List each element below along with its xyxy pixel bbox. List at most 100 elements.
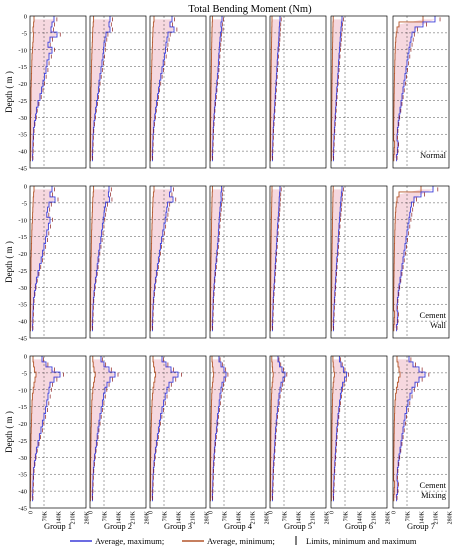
minimum-curve xyxy=(29,16,35,162)
panel-cement-mixing-group-2: 0 70K 140K 210K 280K xyxy=(89,355,151,524)
y-tick-label: -15 xyxy=(18,234,27,241)
panel-normal-group-7: Normal xyxy=(392,15,450,169)
y-tick-label: -5 xyxy=(22,200,27,207)
envelope-fill xyxy=(331,359,347,498)
minimum-curve xyxy=(149,356,157,502)
group-label-1: Group 1 xyxy=(44,521,72,531)
panel-frame xyxy=(330,15,388,169)
maximum-curve xyxy=(332,356,348,502)
panel-frame xyxy=(269,185,327,339)
x-tick-label: 280K xyxy=(205,510,211,524)
maximum-curve xyxy=(91,186,111,332)
panel-normal-group-1: 0 -5 -10 -15 -20 -25 -30 -35 -40 -45 xyxy=(18,14,87,173)
x-tick-label: 210K xyxy=(372,510,378,524)
x-tick-label: 210K xyxy=(434,510,440,524)
legend-minimum-label: Average, minimum; xyxy=(207,536,275,546)
y-tick-label: -40 xyxy=(18,319,27,326)
x-tick-label: 70K xyxy=(406,510,412,521)
y-tick-label: -35 xyxy=(18,132,27,139)
x-tick-label: 210K xyxy=(311,510,317,524)
condition-label: Mixing xyxy=(421,490,447,500)
x-tick-label: 280K xyxy=(85,510,91,524)
y-tick-label: -30 xyxy=(18,455,27,462)
y-axis-label-cement-mixing: Depth ( m ) xyxy=(4,411,14,453)
panel-frame xyxy=(89,185,147,339)
panel-normal-group-2 xyxy=(89,15,147,169)
minimum-curve xyxy=(330,16,334,162)
panel-frame xyxy=(209,15,267,169)
y-tick-label: -15 xyxy=(18,404,27,411)
x-tick-label: 140K xyxy=(237,510,243,524)
y-tick-label: -35 xyxy=(18,472,27,479)
condition-label: Normal xyxy=(420,150,447,160)
maximum-curve xyxy=(91,356,116,502)
panel-cement-mixing-group-1: 0-5-10-15-20-25-30-35-40-45 0 70K 140K 210K 2… xyxy=(18,354,90,525)
maximum-curve xyxy=(32,186,56,332)
maximum-curve xyxy=(211,356,227,502)
minimum-curve xyxy=(269,356,274,502)
envelope-fill xyxy=(393,19,435,158)
x-tick-label: 140K xyxy=(177,510,183,524)
y-tick-label: -10 xyxy=(18,47,27,54)
x-tick-label: 280K xyxy=(448,510,454,524)
legend-maximum-label: Average, maximum; xyxy=(95,536,164,546)
panel-frame xyxy=(269,15,327,169)
y-tick-label: -20 xyxy=(18,421,27,428)
minimum-curve xyxy=(330,356,335,502)
panel-normal-group-5 xyxy=(269,15,327,169)
y-tick-label: -30 xyxy=(18,285,27,292)
group-label-4: Group 4 xyxy=(224,521,253,531)
minimum-curve xyxy=(89,16,95,162)
x-tick-label: 0 xyxy=(209,511,215,514)
panel-frame xyxy=(330,355,388,509)
y-axis-label-normal: Depth ( m ) xyxy=(4,71,14,113)
x-tick-label: 280K xyxy=(386,510,392,524)
condition-label: Cement xyxy=(420,310,447,320)
x-tick-label: 210K xyxy=(131,510,137,524)
minimum-curve xyxy=(209,356,215,502)
minimum-curve xyxy=(149,186,155,332)
envelope-fill xyxy=(90,189,110,328)
y-tick-label: -40 xyxy=(18,489,27,496)
panel-frame xyxy=(392,185,450,339)
x-tick-label: 70K xyxy=(223,510,229,521)
envelope-fill xyxy=(150,19,174,158)
legend: Average, maximum; Average, minimum; Limi… xyxy=(70,536,417,546)
y-tick-label: -25 xyxy=(18,268,27,275)
minimum-curve xyxy=(29,356,37,502)
panel-cement-wall-group-2 xyxy=(89,185,147,339)
panel-frame xyxy=(149,185,207,339)
maximum-curve xyxy=(271,16,281,162)
minimum-curve xyxy=(269,186,273,332)
y-tick-label: -15 xyxy=(18,64,27,71)
envelope-fill xyxy=(150,189,173,328)
group-label-3: Group 3 xyxy=(164,521,192,531)
x-tick-label: 0 xyxy=(89,511,95,514)
maximum-curve xyxy=(151,186,174,332)
x-tick-label: 0 xyxy=(269,511,275,514)
minimum-curve xyxy=(209,16,213,162)
x-tick-label: 140K xyxy=(420,510,426,524)
panel-frame xyxy=(89,355,147,509)
y-tick-label: -20 xyxy=(18,81,27,88)
maximum-curve xyxy=(396,356,426,502)
y-tick-label: -40 xyxy=(18,149,27,156)
maximum-curve xyxy=(396,16,436,162)
maximum-curve xyxy=(271,186,281,332)
panel-cement-wall-group-3 xyxy=(149,185,207,339)
x-tick-label: 210K xyxy=(251,510,257,524)
y-axis-labels: Depth ( m ) Depth ( m ) Depth ( m ) xyxy=(4,71,14,453)
condition-label: Wall xyxy=(430,320,446,330)
y-tick-label: -10 xyxy=(18,387,27,394)
maximum-curve xyxy=(32,16,58,162)
maximum-curve xyxy=(211,16,223,162)
maximum-curve xyxy=(91,16,111,162)
envelope-fill xyxy=(150,359,178,498)
y-tick-label: -35 xyxy=(18,302,27,309)
y-tick-label: -30 xyxy=(18,115,27,122)
y-tick-label: -10 xyxy=(18,217,27,224)
minimum-curve xyxy=(89,356,96,502)
x-tick-label: 280K xyxy=(265,510,271,524)
